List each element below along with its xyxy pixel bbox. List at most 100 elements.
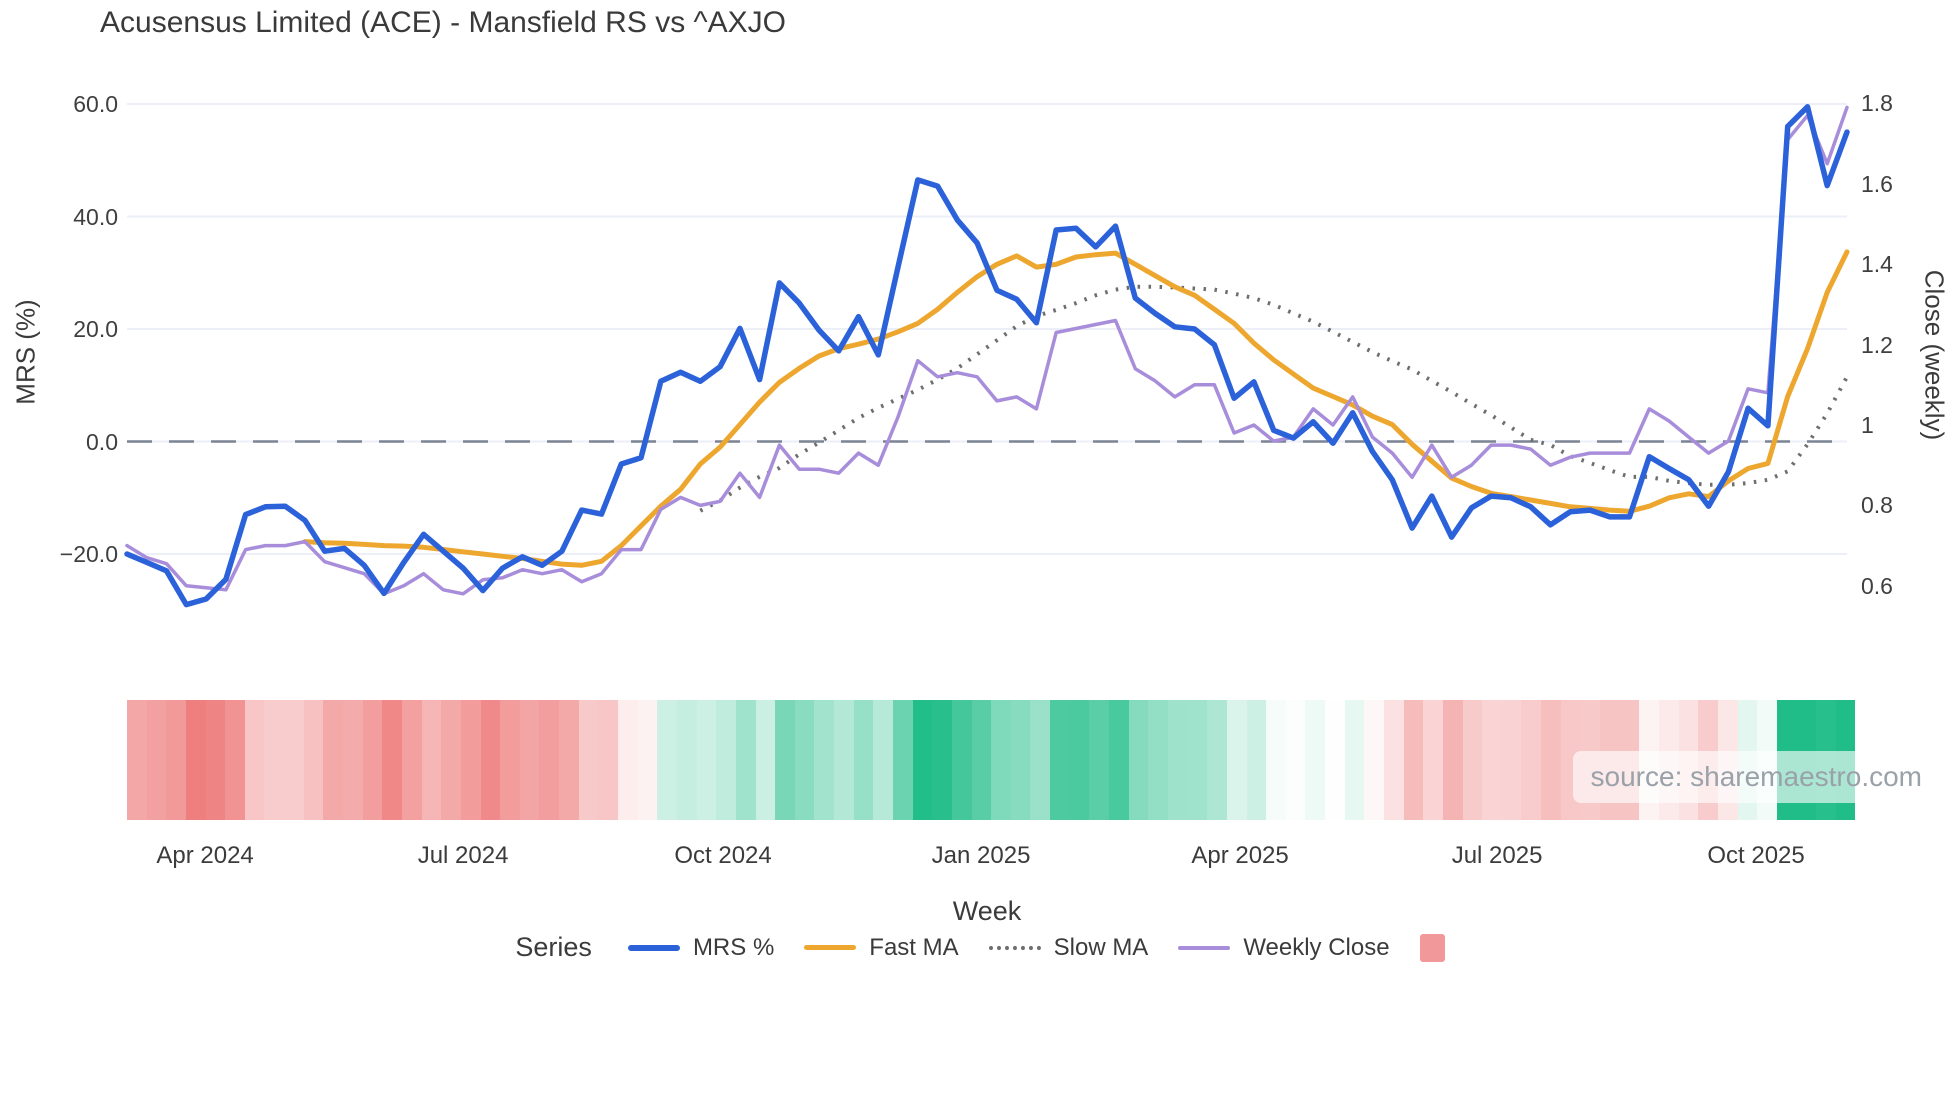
heatmap-band — [401, 700, 422, 820]
heatmap-band — [1246, 700, 1267, 820]
heatmap-band — [1226, 700, 1247, 820]
heatmap-band — [284, 700, 304, 820]
series-line-mrs — [124, 104, 1850, 608]
heatmap-band — [519, 700, 540, 820]
x-tick: Jan 2025 — [931, 842, 1031, 869]
y-tick-left: −20.0 — [59, 541, 118, 567]
heatmap-band — [1285, 700, 1306, 820]
heatmap-band — [1403, 700, 1424, 820]
heatmap-band — [1167, 700, 1188, 820]
legend-swatch-weekly-close — [1178, 945, 1231, 950]
x-tick: Oct 2024 — [674, 842, 772, 869]
x-axis-title: Week — [952, 896, 1022, 926]
heatmap-band — [1344, 700, 1365, 820]
heatmap-band — [1384, 700, 1404, 820]
heatmap-band — [343, 700, 363, 820]
x-tick: Oct 2025 — [1707, 842, 1805, 869]
heatmap-band — [1207, 700, 1227, 820]
heatmap-band — [912, 700, 933, 820]
heatmap-band — [1501, 700, 1522, 820]
y-tick-right: 1 — [1861, 412, 1874, 438]
heatmap-band — [539, 700, 560, 820]
heatmap-band — [794, 700, 815, 820]
legend-label: Slow MA — [1053, 933, 1149, 961]
heatmap-band — [421, 700, 442, 820]
y-tick-right: 1.8 — [1861, 90, 1893, 117]
heatmap-band — [1442, 700, 1463, 820]
legend-label: Weekly Close — [1243, 933, 1390, 961]
heatmap-band — [264, 700, 285, 820]
heatmap-band — [441, 700, 461, 820]
heatmap-band — [755, 700, 776, 820]
y-tick-right: 0.8 — [1861, 492, 1893, 519]
heatmap-band — [225, 700, 245, 820]
heatmap-band — [1187, 700, 1208, 820]
series-line-weekly-close — [125, 105, 1849, 596]
heatmap-band — [1266, 700, 1286, 820]
x-tick: Apr 2025 — [1191, 842, 1289, 869]
heatmap-band — [696, 700, 717, 820]
heatmap-band — [578, 700, 599, 820]
heatmap-band — [1423, 700, 1443, 820]
legend-swatch-slow-ma — [988, 945, 1041, 950]
heatmap-band — [500, 700, 520, 820]
legend-heatmap-swatch — [1419, 933, 1445, 962]
legend-swatch-mrs — [627, 944, 680, 951]
heatmap-band — [166, 700, 186, 820]
heatmap-band — [205, 700, 226, 820]
y-tick-right: 1.2 — [1861, 331, 1893, 358]
legend-label: Fast MA — [869, 933, 959, 961]
heatmap-band — [362, 700, 383, 820]
legend: Series MRS % Fast MA Slow MA Weekly Close — [0, 932, 1960, 963]
legend-title: Series — [515, 932, 592, 962]
heatmap-band — [382, 700, 402, 820]
heatmap-band — [480, 700, 501, 820]
y-tick-right: 1.4 — [1861, 251, 1893, 278]
y-tick-right: 1.6 — [1861, 170, 1893, 197]
series-line-slow-ma — [699, 284, 1849, 513]
y-tick-left: 60.0 — [73, 91, 118, 117]
legend-item-weekly-close: Weekly Close — [1178, 933, 1390, 962]
heatmap-band — [1069, 700, 1090, 820]
heatmap-band — [1010, 700, 1031, 820]
heatmap-band — [244, 700, 265, 820]
heatmap-band — [775, 700, 795, 820]
heatmap-band — [1030, 700, 1051, 820]
chart-title: Acusensus Limited (ACE) - Mansfield RS v… — [100, 6, 786, 39]
heatmap-band — [1482, 700, 1502, 820]
heatmap-band — [1305, 700, 1326, 820]
heatmap-band — [657, 700, 677, 820]
legend-item-fast-ma: Fast MA — [804, 933, 959, 962]
y-tick-left: 40.0 — [73, 203, 118, 230]
heatmap-band — [185, 700, 206, 820]
heatmap-band — [460, 700, 481, 820]
heatmap-band — [814, 700, 835, 820]
heatmap-band — [1541, 700, 1561, 820]
heatmap-band — [991, 700, 1011, 820]
x-tick: Jul 2024 — [417, 842, 509, 869]
x-tick: Jul 2025 — [1451, 842, 1543, 869]
heatmap-band — [637, 700, 658, 820]
heatmap-band — [303, 700, 324, 820]
x-tick: Apr 2024 — [156, 842, 254, 869]
heatmap-band — [618, 700, 638, 820]
heatmap-band — [834, 700, 854, 820]
legend-item-slow-ma: Slow MA — [988, 933, 1149, 962]
heatmap-band — [853, 700, 874, 820]
heatmap-band — [676, 700, 697, 820]
heatmap-band — [971, 700, 992, 820]
heatmap-band — [1148, 700, 1168, 820]
legend-label: MRS % — [692, 933, 775, 961]
heatmap-band — [559, 700, 579, 820]
heatmap-band — [1325, 700, 1345, 820]
heatmap-band — [873, 700, 893, 820]
legend-swatch-fast-ma — [804, 945, 857, 950]
heatmap-band — [598, 700, 619, 820]
y-axis-title-right: Close (weekly) — [1919, 269, 1950, 441]
heatmap-band — [1050, 700, 1070, 820]
heatmap-band — [1364, 700, 1384, 820]
heatmap-band — [146, 700, 167, 820]
heatmap-band — [127, 700, 147, 820]
heatmap-band — [716, 700, 736, 820]
watermark: source: sharemaestro.com — [1572, 751, 1940, 803]
